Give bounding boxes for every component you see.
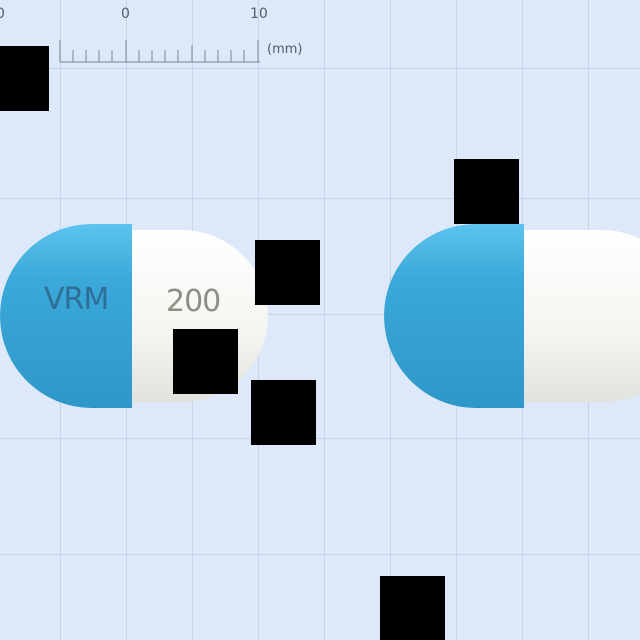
redaction-block <box>454 159 519 224</box>
capsule-body-white <box>120 230 268 402</box>
redaction-block <box>255 240 320 305</box>
imprint-text: VRM <box>44 282 109 317</box>
grid-line <box>324 0 325 640</box>
grid-line <box>0 68 640 69</box>
capsule-body-white <box>508 230 640 402</box>
scale-ruler <box>59 40 260 63</box>
capsule-cap-blue <box>384 224 524 408</box>
redaction-block <box>173 329 238 394</box>
imprint-text: 200 <box>166 284 221 319</box>
capsule-left: VRM 200 <box>0 224 270 408</box>
grid-line <box>0 314 640 315</box>
grid-line <box>0 554 640 555</box>
ruler-tick-label: 10 <box>250 6 268 22</box>
ruler-unit-label: (mm) <box>267 42 303 57</box>
grid-line <box>0 198 640 199</box>
grid-line <box>0 438 640 439</box>
capsule-right <box>384 224 640 408</box>
redaction-block <box>380 576 445 640</box>
ruler-tick-label: 0 <box>0 6 5 22</box>
redaction-block <box>251 380 316 445</box>
ruler-tick-label: 0 <box>121 6 130 22</box>
redaction-block <box>0 46 49 111</box>
